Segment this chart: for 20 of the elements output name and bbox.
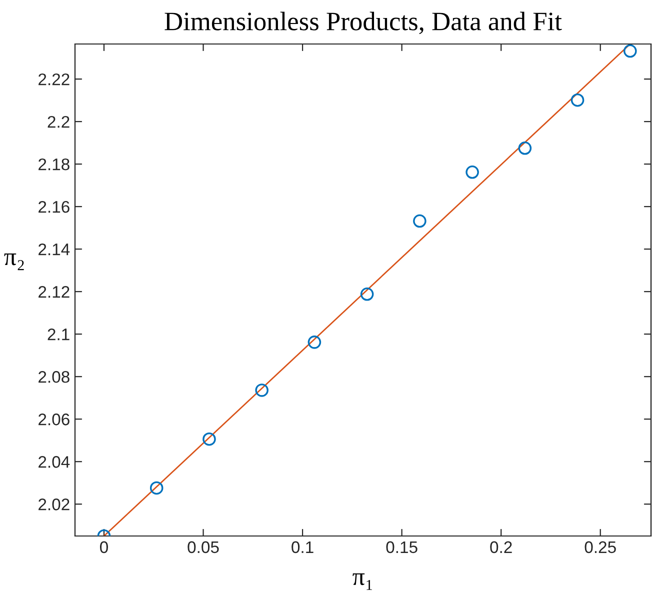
y-tick-label: 2.12	[38, 286, 70, 298]
x-tick-label: 0	[100, 541, 108, 554]
y-tick-label: 2.08	[38, 371, 70, 383]
y-tick-label: 2.2	[48, 116, 70, 128]
chart-title: Dimensionless Products, Data and Fit	[164, 12, 562, 34]
y-tick-label: 2.06	[38, 414, 70, 426]
y-tick-label: 2.18	[38, 158, 70, 170]
x-tick-label: 0.15	[386, 541, 418, 554]
y-tick-label: 2.1	[48, 328, 70, 340]
x-tick-label: 0.2	[490, 541, 512, 554]
x-axis-title: π₁	[352, 573, 372, 590]
y-axis-title: π₂	[4, 254, 24, 270]
y-tick-label: 2.22	[38, 73, 70, 86]
y-tick-label: 2.04	[38, 456, 70, 468]
x-tick-label: 0.1	[292, 541, 314, 554]
y-tick-label: 2.16	[38, 200, 70, 213]
y-tick-label: 2.14	[38, 243, 70, 256]
x-tick-label: 0.05	[188, 541, 219, 554]
x-tick-label: 0.25	[584, 541, 616, 554]
y-tick-label: 2.02	[38, 498, 70, 510]
